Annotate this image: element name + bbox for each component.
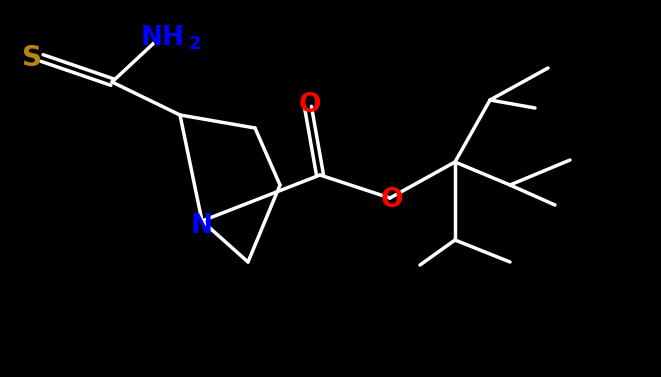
Text: N: N	[191, 213, 213, 239]
Text: S: S	[22, 44, 42, 72]
Text: 2: 2	[189, 35, 201, 53]
Text: NH: NH	[141, 25, 185, 51]
Text: O: O	[381, 187, 403, 213]
Text: O: O	[299, 92, 321, 118]
